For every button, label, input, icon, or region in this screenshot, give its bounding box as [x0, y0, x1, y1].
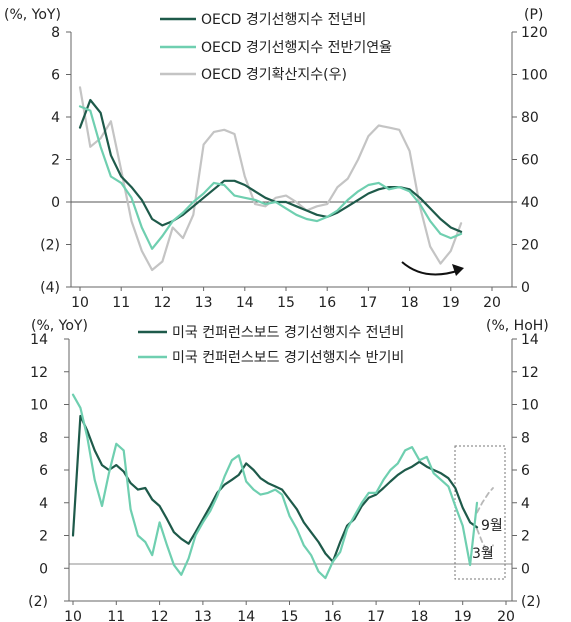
x-tick-label: 12 [153, 295, 171, 311]
series-line [71, 393, 479, 580]
us-right-tick-labels: 14 12 10 8 6 4 2 0 (2) [512, 332, 541, 610]
right-tick-label: 14 [521, 332, 539, 348]
series-line [71, 414, 479, 563]
right-tick-label: 4 [521, 496, 530, 512]
left-tick-label: 6 [51, 68, 60, 84]
right-tick-label: 100 [521, 68, 548, 84]
x-tick-label: 11 [107, 609, 125, 622]
left-tick-label: 10 [30, 398, 48, 414]
right-tick-label: 0 [521, 280, 530, 296]
us-x-tick-labels: 10 11 12 13 14 15 16 17 18 19 20 [64, 601, 515, 622]
us-left-tick-labels: 14 12 10 8 6 4 2 0 (2) [28, 332, 69, 610]
x-tick-label: 13 [194, 609, 212, 622]
series-line [476, 487, 494, 514]
left-tick-label: (2) [40, 238, 60, 254]
legend-label-oecd-annualized: OECD 경기선행지수 전반기연율 [201, 40, 392, 56]
legend-label-oecd-yoy: OECD 경기선행지수 전년비 [201, 12, 366, 28]
left-tick-label: 4 [51, 110, 60, 126]
right-tick-label: 80 [521, 110, 539, 126]
x-tick-label: 15 [277, 295, 295, 311]
x-tick-label: 20 [483, 295, 501, 311]
left-tick-label: 6 [39, 463, 48, 479]
left-tick-label: (4) [40, 280, 60, 296]
right-tick-label: 40 [521, 195, 539, 211]
x-tick-label: 16 [318, 295, 336, 311]
x-tick-label: 10 [71, 295, 89, 311]
right-tick-label: (2) [521, 594, 541, 610]
annotation-sep: 9월 [481, 518, 503, 534]
left-tick-label: (2) [28, 594, 48, 610]
right-tick-label: 0 [521, 561, 530, 577]
right-tick-label: 2 [521, 529, 530, 545]
x-tick-label: 18 [410, 609, 428, 622]
left-tick-label: 4 [39, 496, 48, 512]
left-tick-label: 0 [51, 195, 60, 211]
left-tick-label: 0 [39, 561, 48, 577]
annotation-mar: 3월 [472, 546, 494, 562]
x-tick-label: 18 [401, 295, 419, 311]
left-tick-label: 12 [30, 365, 48, 381]
series-line [78, 86, 463, 272]
right-tick-label: 20 [521, 238, 539, 254]
us-right-unit: (%, HoH) [486, 318, 549, 334]
oecd-right-tick-labels: 120 100 80 60 40 20 0 [512, 25, 548, 296]
x-tick-label: 19 [454, 609, 472, 622]
series-line [476, 528, 494, 555]
oecd-legend: OECD 경기선행지수 전년비 OECD 경기선행지수 전반기연율 OECD 경… [160, 12, 392, 83]
oecd-series-lines [78, 86, 463, 272]
oecd-left-tick-labels: 8 6 4 2 0 (2) (4) [40, 25, 71, 296]
left-tick-label: 8 [39, 430, 48, 446]
right-tick-label: 6 [521, 463, 530, 479]
recent-period-highlight-box [454, 445, 506, 580]
us-legend: 미국 컨퍼런스보드 경기선행지수 전년비 미국 컨퍼런스보드 경기선행지수 반기… [138, 325, 404, 366]
x-tick-label: 17 [359, 295, 377, 311]
left-tick-label: 14 [30, 332, 48, 348]
x-tick-label: 10 [64, 609, 82, 622]
x-tick-label: 13 [195, 295, 213, 311]
x-tick-label: 14 [236, 295, 254, 311]
right-tick-label: 8 [521, 430, 530, 446]
rising-arrow-annotation [401, 261, 464, 276]
right-tick-label: 12 [521, 365, 539, 381]
us-series-lines [71, 393, 494, 580]
legend-label-us-yoy: 미국 컨퍼런스보드 경기선행지수 전년비 [172, 325, 404, 341]
left-tick-label: 8 [51, 25, 60, 41]
left-tick-label: 2 [51, 153, 60, 169]
x-tick-label: 16 [324, 609, 342, 622]
legend-label-us-hoh: 미국 컨퍼런스보드 경기선행지수 반기비 [172, 350, 404, 366]
left-tick-label: 2 [39, 529, 48, 545]
x-tick-label: 12 [151, 609, 169, 622]
series-line [78, 105, 463, 250]
us-left-unit: (%, YoY) [31, 318, 88, 334]
x-tick-label: 14 [237, 609, 255, 622]
right-tick-label: 60 [521, 153, 539, 169]
x-tick-label: 19 [442, 295, 460, 311]
oecd-x-tick-labels: 10 11 12 13 14 15 16 17 18 19 20 [71, 287, 501, 311]
right-tick-label: 120 [521, 25, 548, 41]
x-tick-label: 20 [497, 609, 515, 622]
oecd-left-unit: (%, YoY) [4, 7, 61, 23]
x-tick-label: 15 [281, 609, 299, 622]
oecd-right-unit: (P) [524, 7, 543, 23]
x-tick-label: 11 [112, 295, 130, 311]
x-tick-label: 17 [367, 609, 385, 622]
right-tick-label: 10 [521, 398, 539, 414]
legend-label-oecd-diffusion: OECD 경기확산지수(우) [201, 67, 347, 83]
